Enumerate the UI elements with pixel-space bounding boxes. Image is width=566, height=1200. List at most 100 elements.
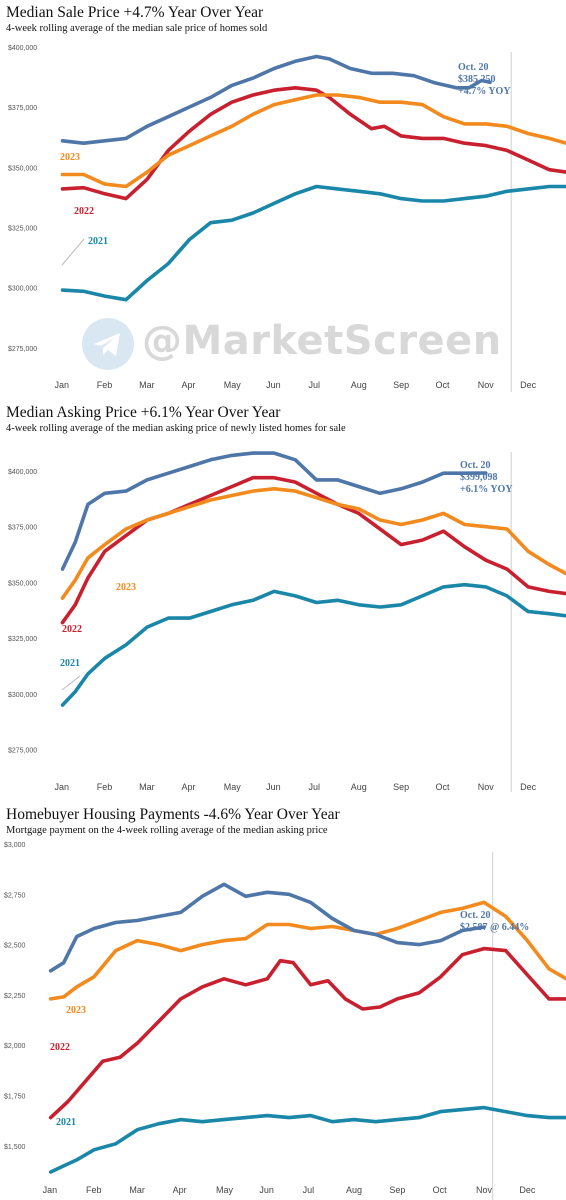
- series-line-2021: [60, 582, 566, 707]
- x-tick-label: Jul: [303, 1185, 315, 1195]
- x-tick-label: Feb: [97, 782, 113, 792]
- series-line-2022: [48, 946, 566, 1120]
- y-tick-label: $400,000: [8, 45, 37, 52]
- housing-payments-chart: $1,500 $1,750 $2,000 $2,250 $2,500 $2,750 $3,0…: [4, 842, 566, 1200]
- chart-title: Homebuyer Housing Payments -4.6% Year Ov…: [6, 806, 340, 823]
- series-label-2021: 2021: [56, 1117, 76, 1128]
- y-tick-label: $1,500: [4, 1144, 26, 1151]
- x-tick-label: May: [224, 782, 242, 792]
- label-leader-line: [61, 675, 81, 691]
- x-tick-label: Jun: [266, 782, 281, 792]
- annotation-line: $2,587 @ 6.44%: [460, 922, 529, 933]
- x-tick-label: Jul: [308, 380, 320, 390]
- annotation-line: $385,250: [458, 74, 496, 85]
- x-tick-label: Jan: [43, 1185, 58, 1195]
- x-tick-label: Apr: [181, 380, 195, 390]
- y-tick-label: $375,000: [8, 105, 37, 112]
- x-tick-label: Aug: [346, 1185, 362, 1195]
- annotation-line: Oct. 20: [460, 460, 491, 471]
- watermark: @MarketScreen: [82, 316, 502, 376]
- x-tick-label: Mar: [139, 380, 155, 390]
- y-tick-label: $325,000: [8, 636, 37, 643]
- y-tick-label: $275,000: [8, 346, 37, 353]
- y-tick-label: $2,750: [4, 892, 26, 899]
- x-tick-label: Nov: [478, 380, 495, 390]
- y-tick-label: $300,000: [8, 286, 37, 293]
- x-tick-label: Dec: [520, 782, 537, 792]
- series-line-2024: [48, 882, 486, 973]
- y-tick-label: $375,000: [8, 525, 37, 532]
- label-leader-line: [61, 238, 85, 266]
- x-tick-label: Sep: [393, 782, 409, 792]
- y-tick-label: $275,000: [8, 748, 37, 755]
- series-line-2022: [60, 86, 566, 201]
- x-tick-label: Oct: [433, 1185, 448, 1195]
- x-tick-label: Jul: [308, 782, 320, 792]
- x-tick-label: Feb: [86, 1185, 102, 1195]
- annotation-line: $399,098: [460, 472, 498, 483]
- series-label-2023: 2023: [60, 152, 80, 163]
- x-tick-label: Sep: [393, 380, 409, 390]
- series-label-2021: 2021: [88, 236, 108, 247]
- y-tick-label: $300,000: [8, 692, 37, 699]
- series-line-2024: [60, 451, 488, 571]
- x-tick-label: Oct: [435, 380, 450, 390]
- telegram-plane-icon: [82, 318, 134, 370]
- sale-price-chart: $275,000 $300,000 $325,000 $350,000 $375,000…: [8, 45, 566, 392]
- y-tick-label: $400,000: [8, 469, 37, 476]
- annotation-line: +4.7% YOY: [458, 86, 511, 97]
- series-label-2023: 2023: [116, 582, 136, 593]
- series-line-2024: [60, 54, 492, 145]
- series-label-2021: 2021: [60, 658, 80, 669]
- x-tick-label: Mar: [129, 1185, 145, 1195]
- asking-price-chart: $275,000 $300,000 $325,000 $350,000 $375,000…: [8, 451, 566, 792]
- chart-panel-housing-payments: Homebuyer Housing Payments -4.6% Year Ov…: [0, 800, 566, 1200]
- chart-subtitle: 4-week rolling average of the median ask…: [6, 423, 346, 434]
- y-tick-label: $350,000: [8, 580, 37, 587]
- x-tick-label: May: [224, 380, 242, 390]
- watermark-text: @MarketScreen: [142, 318, 502, 364]
- series-line-2022: [60, 475, 566, 625]
- x-tick-label: Oct: [435, 782, 450, 792]
- x-tick-label: Sep: [389, 1185, 405, 1195]
- x-tick-label: Jun: [266, 380, 281, 390]
- x-tick-label: Apr: [173, 1185, 187, 1195]
- chart-subtitle: Mortgage payment on the 4-week rolling a…: [6, 825, 328, 836]
- series-line-2023: [60, 487, 566, 600]
- x-tick-label: Aug: [351, 782, 367, 792]
- series-label-2022: 2022: [50, 1042, 70, 1053]
- y-tick-label: $350,000: [8, 165, 37, 172]
- chart-subtitle: 4-week rolling average of the median sal…: [6, 23, 268, 34]
- chart-title: Median Sale Price +4.7% Year Over Year: [6, 4, 264, 21]
- y-tick-label: $1,750: [4, 1094, 26, 1101]
- series-label-2023: 2023: [66, 1005, 86, 1016]
- x-tick-label: Dec: [519, 1185, 536, 1195]
- y-tick-label: $325,000: [8, 225, 37, 232]
- series-line-2023: [48, 900, 566, 1001]
- x-tick-label: Jun: [259, 1185, 274, 1195]
- chart-panel-asking-price: Median Asking Price +6.1% Year Over Year…: [0, 400, 566, 800]
- x-tick-label: Jan: [54, 380, 69, 390]
- x-tick-label: May: [216, 1185, 234, 1195]
- y-tick-label: $3,000: [4, 842, 26, 849]
- annotation-line: +6.1% YOY: [460, 484, 513, 495]
- y-tick-label: $2,000: [4, 1043, 26, 1050]
- annotation-line: Oct. 20: [460, 910, 491, 921]
- annotation-line: Oct. 20: [458, 62, 489, 73]
- x-tick-label: Jan: [54, 782, 69, 792]
- series-line-2021: [48, 1105, 566, 1174]
- x-tick-label: Nov: [478, 782, 495, 792]
- x-tick-label: Feb: [97, 380, 113, 390]
- x-tick-label: Dec: [520, 380, 537, 390]
- x-tick-label: Nov: [476, 1185, 493, 1195]
- series-line-2023: [60, 93, 566, 189]
- chart-title: Median Asking Price +6.1% Year Over Year: [6, 404, 281, 421]
- series-line-2021: [60, 184, 566, 302]
- x-tick-label: Aug: [351, 380, 367, 390]
- y-tick-label: $2,500: [4, 943, 26, 950]
- y-tick-label: $2,250: [4, 993, 26, 1000]
- series-label-2022: 2022: [74, 206, 94, 217]
- chart-panel-sale-price: Median Sale Price +4.7% Year Over Year 4…: [0, 0, 566, 400]
- x-tick-label: Apr: [181, 782, 195, 792]
- series-label-2022: 2022: [62, 624, 82, 635]
